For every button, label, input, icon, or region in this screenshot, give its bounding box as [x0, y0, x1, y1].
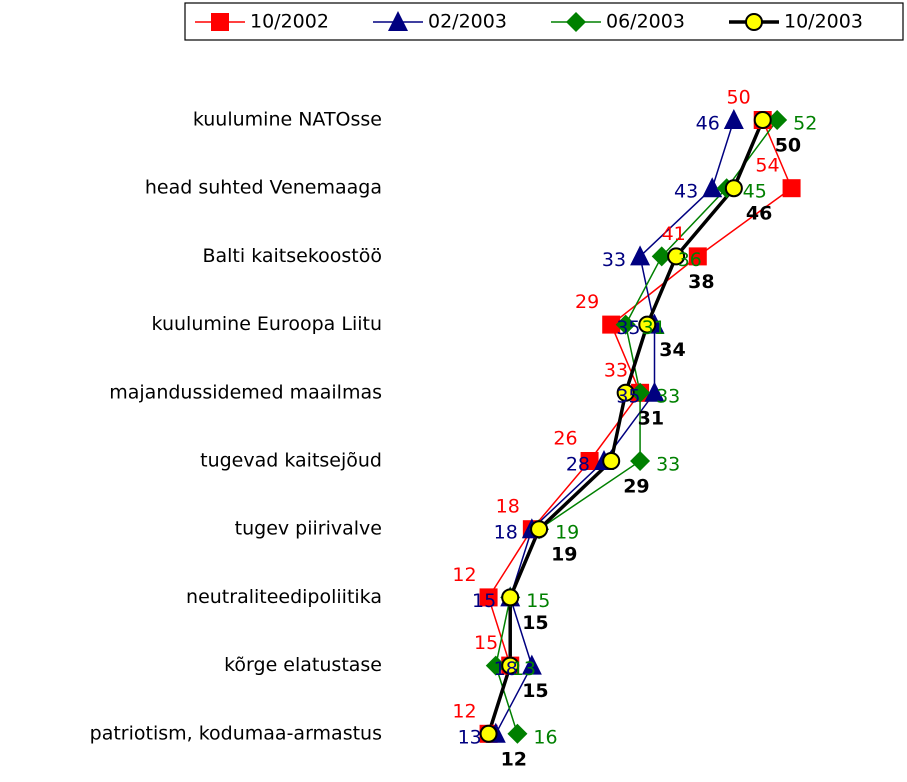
category-label: majandussidemed maailmas — [109, 381, 382, 403]
data-point — [507, 723, 528, 744]
data-label: 13 — [458, 726, 482, 748]
data-label: 33 — [656, 454, 680, 476]
data-label: 45 — [743, 181, 767, 203]
data-label: 18 — [494, 658, 518, 680]
data-label: 12 — [452, 564, 476, 586]
data-label: 31 — [638, 407, 664, 429]
data-label: 46 — [746, 203, 772, 225]
data-label: 28 — [566, 454, 590, 476]
legend-box — [184, 2, 904, 41]
legend-label: 02/2003 — [428, 11, 507, 33]
data-point — [753, 111, 772, 129]
data-label: 15 — [474, 632, 498, 654]
data-point — [521, 654, 542, 675]
data-point — [644, 381, 665, 402]
data-label: 12 — [452, 700, 476, 722]
data-label: 29 — [623, 476, 649, 498]
data-point — [485, 655, 506, 676]
data-label: 35 — [616, 385, 640, 407]
data-label: 35 — [616, 317, 640, 339]
data-label: 43 — [674, 181, 698, 203]
data-label: 31 — [642, 317, 666, 339]
series-line — [487, 119, 793, 735]
data-point — [602, 315, 621, 334]
data-point — [615, 314, 636, 335]
legend-marker — [211, 13, 229, 31]
data-label: 33 — [602, 249, 626, 271]
data-label: 19 — [555, 522, 579, 544]
legend-label: 06/2003 — [606, 11, 685, 33]
data-point — [530, 520, 549, 539]
category-label: patriotism, kodumaa-armastus — [90, 722, 382, 744]
data-point — [782, 179, 801, 198]
data-label: 52 — [793, 113, 817, 135]
data-label: 15 — [526, 590, 550, 612]
data-point — [630, 245, 651, 266]
data-label: 18 — [494, 522, 518, 544]
legend-marker — [745, 13, 763, 31]
data-point — [501, 588, 520, 607]
legend-marker — [388, 11, 408, 31]
data-label: 12 — [501, 748, 527, 770]
data-label: 34 — [659, 339, 685, 361]
data-point — [616, 383, 635, 402]
data-label: 19 — [551, 544, 577, 566]
category-label: Balti kaitsekoostöö — [202, 245, 382, 267]
category-label: head suhted Venemaaga — [145, 177, 382, 199]
data-point — [630, 382, 651, 403]
data-point — [651, 246, 672, 267]
data-label: 38 — [688, 271, 714, 293]
data-point — [724, 179, 743, 198]
data-label: 41 — [662, 223, 686, 245]
data-label: 26 — [553, 428, 577, 450]
legend-label: 10/2002 — [250, 11, 329, 33]
data-label: 15 — [522, 612, 548, 634]
data-point — [479, 588, 498, 607]
data-label: 29 — [575, 291, 599, 313]
series-line — [486, 119, 765, 735]
data-label: 36 — [678, 249, 702, 271]
data-label: 50 — [727, 87, 751, 109]
series-line — [495, 119, 735, 735]
data-point — [501, 656, 520, 675]
data-label: 54 — [755, 155, 779, 177]
data-point — [580, 452, 599, 470]
data-label: 33 — [656, 385, 680, 407]
series-line — [495, 119, 778, 735]
category-label: kuulumine NATOsse — [193, 109, 382, 131]
data-label: 46 — [696, 113, 720, 135]
data-point — [479, 724, 498, 743]
data-point — [630, 451, 651, 471]
category-label: kuulumine Euroopa Liitu — [152, 313, 382, 335]
data-label: 15 — [522, 680, 548, 702]
data-label: 33 — [604, 359, 628, 381]
data-point — [723, 109, 744, 129]
data-point — [638, 315, 657, 334]
category-label: kõrge elatustase — [224, 654, 382, 676]
data-label: 16 — [533, 726, 557, 748]
category-label: neutraliteedipoliitika — [186, 586, 382, 608]
legend-marker — [566, 12, 586, 32]
data-label: 18 — [496, 496, 520, 518]
data-point — [767, 110, 788, 130]
data-point — [667, 247, 686, 266]
data-point — [602, 452, 621, 470]
category-label: tugev piirivalve — [235, 518, 382, 540]
category-label: tugevad kaitsejõud — [200, 450, 382, 472]
data-point — [688, 247, 707, 266]
data-label: 13 — [512, 658, 536, 680]
data-label: 15 — [472, 590, 496, 612]
legend-label: 10/2003 — [784, 11, 863, 33]
data-label: 50 — [775, 135, 801, 157]
data-point — [702, 177, 723, 198]
